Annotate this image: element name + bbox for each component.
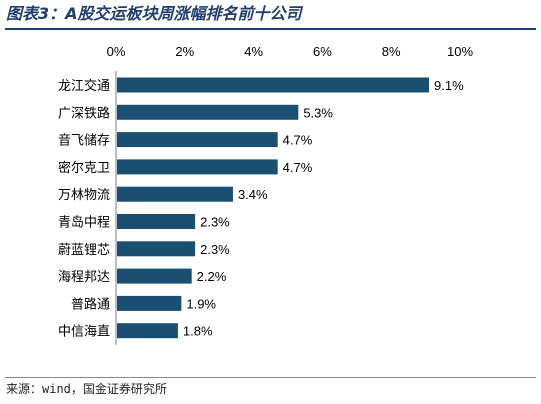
bar xyxy=(117,295,182,311)
data-label: 4.7% xyxy=(283,133,313,148)
bar xyxy=(117,77,430,93)
data-label: 1.8% xyxy=(183,324,213,339)
data-label: 3.4% xyxy=(238,187,268,202)
category-label: 密尔克卫 xyxy=(58,160,110,176)
data-label: 4.7% xyxy=(283,160,313,175)
bar xyxy=(117,323,178,339)
x-tick-label: 10% xyxy=(447,44,473,59)
chart-title: 图表3：A股交运板块周涨幅排名前十公司 xyxy=(6,4,302,23)
source-rule xyxy=(5,377,536,378)
x-tick-label: 8% xyxy=(382,44,401,59)
category-label: 蔚蓝锂芯 xyxy=(58,243,110,258)
category-label: 中信海直 xyxy=(58,325,110,340)
x-tick-label: 0% xyxy=(107,44,126,59)
x-tick-label: 2% xyxy=(175,44,194,59)
category-label: 广深铁路 xyxy=(58,105,110,121)
bar xyxy=(117,214,196,229)
category-label: 普路通 xyxy=(71,296,110,312)
bar xyxy=(117,159,278,175)
category-label: 万林物流 xyxy=(58,188,110,203)
category-label: 龙江交通 xyxy=(58,78,110,94)
data-label: 1.9% xyxy=(186,296,216,311)
data-label: 9.1% xyxy=(434,78,464,93)
data-label: 2.2% xyxy=(197,269,227,284)
bar xyxy=(117,132,278,148)
category-label: 海程邦达 xyxy=(58,270,110,285)
data-label: 5.3% xyxy=(303,105,333,120)
source-note: 来源：wind，国金证券研究所 xyxy=(6,382,167,396)
bar xyxy=(117,268,192,284)
title-rule xyxy=(5,28,536,30)
x-tick-label: 6% xyxy=(313,44,332,59)
bar xyxy=(117,241,196,257)
x-tick-label: 4% xyxy=(244,44,263,59)
bar xyxy=(117,104,299,120)
data-label: 2.3% xyxy=(200,215,230,230)
category-label: 音飞储存 xyxy=(58,133,110,149)
category-label: 青岛中程 xyxy=(58,215,110,231)
bar xyxy=(117,186,233,202)
data-label: 2.3% xyxy=(200,242,230,257)
